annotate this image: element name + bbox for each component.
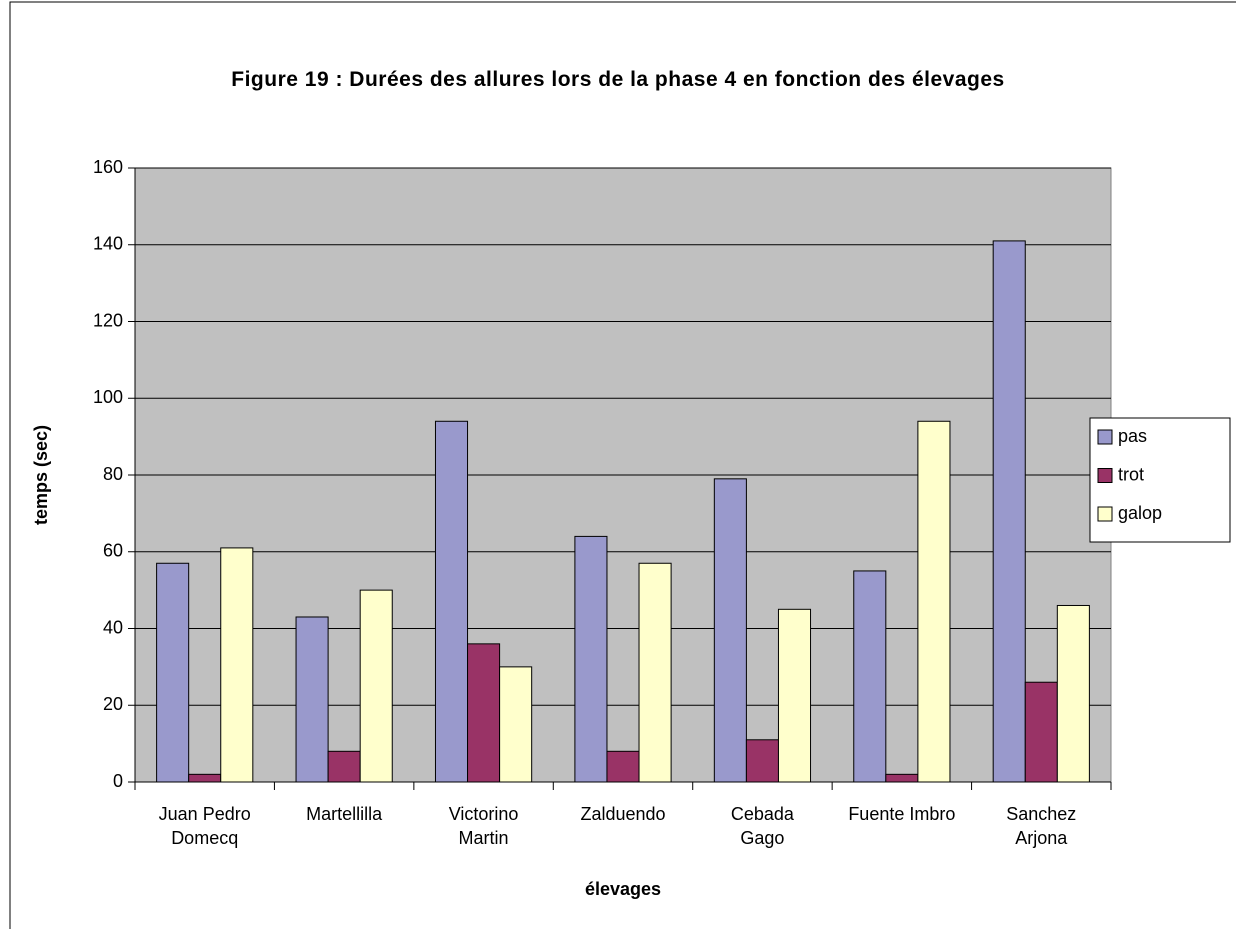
legend-swatch xyxy=(1097,429,1113,445)
bar xyxy=(188,773,222,783)
y-tick-label: 160 xyxy=(93,157,123,177)
bar xyxy=(745,739,779,783)
bar xyxy=(992,240,1026,783)
y-tick-label: 0 xyxy=(113,771,123,791)
y-tick-label: 100 xyxy=(93,387,123,407)
x-tick-label: Fuente Imbro xyxy=(848,804,956,824)
y-tick-label: 80 xyxy=(103,464,123,484)
bar xyxy=(713,478,747,783)
bar xyxy=(327,750,361,783)
legend-label: trot xyxy=(1118,464,1144,484)
bar xyxy=(467,643,501,783)
bar xyxy=(499,666,533,783)
legend-swatch xyxy=(1097,506,1113,522)
bar xyxy=(917,420,951,783)
legend-label: galop xyxy=(1118,503,1162,523)
bar xyxy=(359,589,393,783)
x-tick-label: Juan Pedro Domecq xyxy=(158,804,251,848)
x-tick-label: Sanchez Arjona xyxy=(1006,804,1077,848)
x-tick-label: Martellilla xyxy=(306,804,383,824)
legend-box xyxy=(1089,417,1231,543)
bar xyxy=(574,535,608,783)
x-tick-label: Zalduendo xyxy=(580,804,666,824)
bar xyxy=(1024,681,1058,783)
y-tick-label: 40 xyxy=(103,617,123,637)
legend-swatch xyxy=(1097,468,1113,483)
legend-label: pas xyxy=(1118,426,1147,446)
bar xyxy=(638,562,672,783)
chart-title: Figure 19 : Durées des allures lors de l… xyxy=(231,68,1005,91)
bar xyxy=(606,750,640,783)
x-tick-label: Victorino Martin xyxy=(448,804,519,848)
bar xyxy=(885,773,919,783)
y-tick-label: 20 xyxy=(103,694,123,714)
y-axis-label: temps (sec) xyxy=(31,425,51,525)
bar xyxy=(156,562,190,783)
y-tick-label: 60 xyxy=(103,541,123,561)
bar xyxy=(220,547,254,783)
bar xyxy=(853,570,887,783)
bar xyxy=(1056,604,1090,783)
x-tick-label: Cebada Gago xyxy=(730,804,794,848)
bar xyxy=(777,608,812,783)
y-tick-label: 120 xyxy=(93,310,123,330)
bar xyxy=(434,420,469,783)
y-tick-label: 140 xyxy=(93,234,123,254)
bar xyxy=(295,616,329,783)
x-axis-label: élevages xyxy=(585,879,661,899)
